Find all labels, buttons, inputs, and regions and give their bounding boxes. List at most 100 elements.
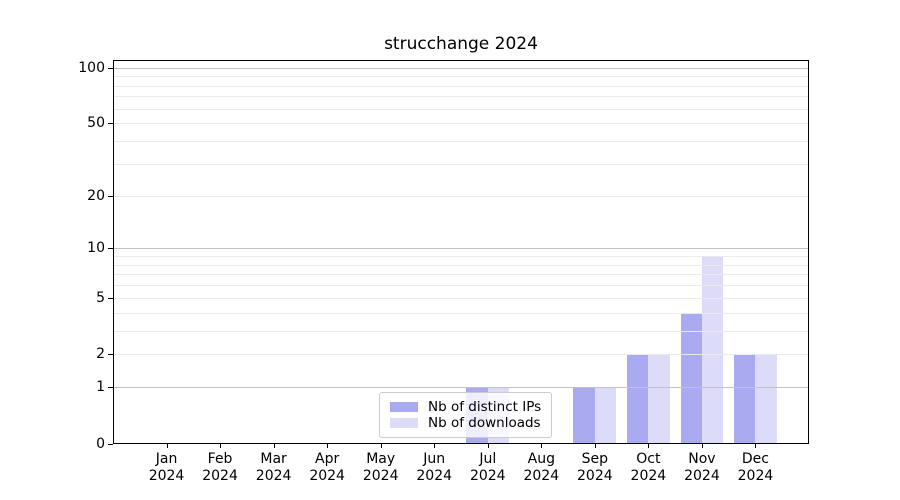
y-tick-mark (108, 67, 113, 69)
x-tick-month: Oct (636, 451, 661, 467)
minor-gridline (113, 354, 809, 356)
x-tick-label: Nov 2024 (670, 451, 734, 485)
x-tick-month: Dec (741, 451, 769, 467)
x-tick-month: Jul (479, 451, 497, 467)
bar-dec-distinct-ips (734, 354, 756, 444)
x-tick-month: Sep (581, 451, 609, 467)
y-tick-label: 0 (96, 436, 105, 452)
legend: Nb of distinct IPs Nb of downloads (379, 392, 553, 438)
y-tick-label: 5 (96, 289, 105, 306)
chart-title: strucchange 2024 (384, 34, 538, 54)
y-tick-mark (108, 354, 113, 356)
minor-gridline (113, 195, 809, 197)
x-tick-label: Feb 2024 (188, 451, 252, 485)
major-gridline (113, 248, 809, 250)
minor-gridline (113, 123, 809, 125)
x-tick-month: Jan (155, 451, 178, 467)
bar-nov-downloads (701, 256, 724, 444)
minor-gridline (113, 274, 809, 276)
x-tick-mark (327, 444, 329, 448)
x-tick-year: 2024 (523, 468, 560, 484)
major-gridline (113, 67, 809, 69)
legend-label: Nb of downloads (428, 415, 541, 431)
x-tick-mark (648, 444, 650, 448)
x-tick-year: 2024 (202, 468, 238, 484)
y-tick-mark (108, 387, 113, 389)
y-tick-mark (108, 297, 113, 299)
minor-gridline (113, 96, 809, 98)
y-tick-label: 10 (87, 240, 105, 257)
x-tick-year: 2024 (630, 468, 667, 484)
x-tick-year: 2024 (684, 468, 720, 484)
x-tick-label: Mar 2024 (242, 451, 306, 485)
x-tick-year: 2024 (362, 468, 399, 484)
x-tick-mark (487, 444, 489, 448)
x-tick-mark (273, 444, 275, 448)
x-tick-mark (701, 444, 703, 448)
y-tick-mark (108, 195, 113, 197)
x-tick-label: Aug 2024 (509, 451, 573, 485)
bar-sep-downloads (594, 387, 617, 444)
x-tick-label: Sep 2024 (563, 451, 627, 485)
minor-gridline (113, 297, 809, 299)
minor-gridline (113, 285, 809, 287)
y-tick-label: 50 (87, 115, 105, 132)
x-tick-label: May 2024 (349, 451, 413, 485)
minor-gridline (113, 85, 809, 87)
minor-gridline (113, 330, 809, 332)
x-tick-mark (755, 444, 757, 448)
x-tick-label: Dec 2024 (723, 451, 787, 485)
y-tick-mark (108, 248, 113, 250)
x-tick-label: Oct 2024 (616, 451, 680, 485)
bar-oct-distinct-ips (626, 354, 649, 444)
bar-oct-downloads (648, 354, 670, 444)
x-tick-month: May (366, 451, 396, 467)
x-tick-mark (594, 444, 596, 448)
x-tick-year: 2024 (148, 468, 185, 484)
x-tick-mark (380, 444, 382, 448)
minor-gridline (113, 256, 809, 258)
minor-gridline (113, 108, 809, 110)
x-tick-mark (541, 444, 543, 448)
y-tick-label: 1 (96, 379, 105, 396)
x-tick-year: 2024 (577, 468, 613, 484)
x-tick-year: 2024 (309, 468, 345, 484)
x-tick-month: Nov (688, 451, 716, 467)
minor-gridline (113, 312, 809, 314)
legend-entry: Nb of distinct IPs (390, 399, 541, 415)
minor-gridline (113, 141, 809, 143)
legend-swatch-distinct-ips (390, 402, 418, 412)
x-tick-month: Mar (260, 451, 287, 467)
x-tick-year: 2024 (416, 468, 453, 484)
y-tick-label: 100 (78, 59, 105, 76)
legend-entry: Nb of downloads (390, 415, 541, 431)
x-tick-month: Jun (423, 451, 446, 467)
minor-gridline (113, 264, 809, 266)
y-tick-label: 20 (87, 187, 105, 204)
x-tick-label: Apr 2024 (295, 451, 359, 485)
y-tick-label: 2 (96, 346, 105, 363)
x-tick-year: 2024 (737, 468, 774, 484)
bar-sep-distinct-ips (573, 387, 595, 444)
x-tick-mark (220, 444, 222, 448)
plot-area (113, 60, 809, 444)
legend-label: Nb of distinct IPs (428, 399, 542, 415)
x-tick-label: Jul 2024 (456, 451, 520, 485)
minor-gridline (113, 164, 809, 165)
x-tick-month: Aug (527, 451, 555, 467)
x-tick-year: 2024 (255, 468, 292, 484)
x-tick-label: Jan 2024 (135, 451, 199, 485)
x-tick-mark (166, 444, 168, 448)
minor-gridline (113, 76, 809, 78)
bar-nov-distinct-ips (680, 312, 702, 444)
legend-swatch-downloads (390, 418, 418, 428)
x-tick-month: Feb (207, 451, 233, 467)
x-tick-mark (434, 444, 436, 448)
major-gridline (113, 387, 809, 389)
y-tick-mark (108, 123, 113, 125)
y-tick-mark (108, 444, 113, 445)
x-tick-month: Apr (315, 451, 340, 467)
x-tick-label: Jun 2024 (402, 451, 466, 485)
x-tick-year: 2024 (469, 468, 506, 484)
